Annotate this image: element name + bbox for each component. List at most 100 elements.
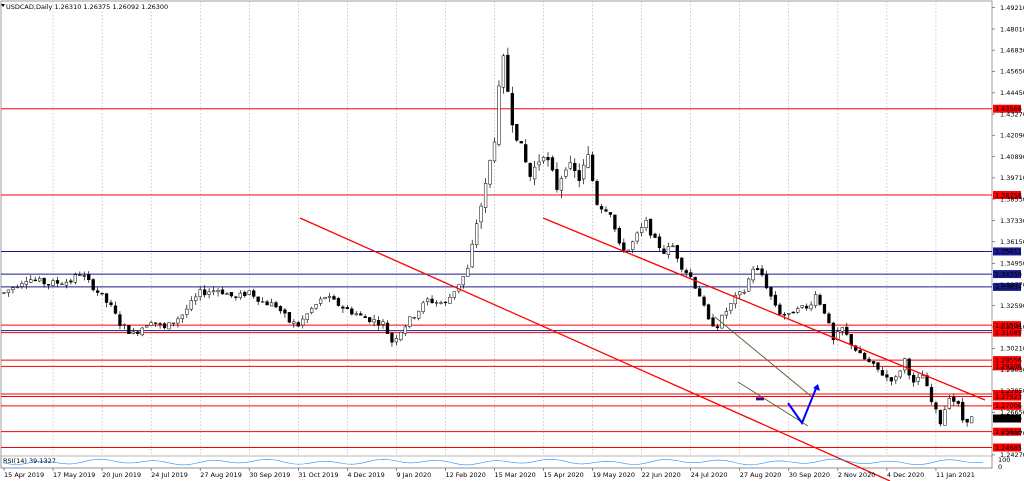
x-tick-label: 17 May 2019: [53, 471, 95, 479]
candle-body: [613, 214, 617, 230]
candle-body: [724, 311, 729, 316]
candle-body: [243, 291, 247, 296]
support-resistance-blue-tag-text: 1.34350: [995, 270, 1022, 278]
candle-body: [265, 301, 269, 306]
candle-body: [367, 317, 372, 323]
candle-body: [608, 212, 613, 215]
candle-body: [733, 295, 737, 305]
candle-body: [109, 302, 113, 305]
y-tick-label: 1.38530: [1000, 195, 1024, 203]
candle-body: [38, 278, 42, 282]
candle-body: [818, 294, 822, 305]
collapse-arrow-icon[interactable]: [1, 4, 5, 7]
candle-body: [327, 296, 332, 298]
support-resistance-red-tag-text: 1.31504: [995, 321, 1022, 329]
support-resistance-blue-tag: [993, 282, 1021, 291]
candle-body: [706, 304, 711, 320]
candle-body: [198, 289, 202, 298]
candle-body: [813, 294, 818, 306]
candle-body: [162, 323, 167, 329]
candle-body: [292, 321, 296, 324]
support-resistance-red-tag: [993, 362, 1021, 371]
candle-body: [889, 377, 894, 382]
x-tick-label: 15 Mar 2020: [495, 471, 536, 479]
candle-body: [461, 276, 465, 286]
candle-body: [943, 409, 947, 426]
candle-body: [385, 322, 390, 334]
candle-body: [519, 141, 523, 144]
candle-body: [136, 331, 140, 334]
candle-body: [497, 85, 501, 145]
candle-body: [29, 279, 33, 283]
candle-body: [604, 209, 608, 212]
candle-body: [296, 322, 300, 327]
support-resistance-red-tag: [993, 356, 1021, 365]
candle-body: [363, 316, 367, 319]
candle-body: [956, 401, 960, 404]
candle-body: [207, 291, 211, 295]
candle-body: [91, 279, 95, 291]
x-tick-label: 15 Apr 2020: [544, 471, 584, 479]
candle-body: [394, 338, 399, 343]
support-resistance-red-tag: [993, 401, 1021, 410]
candle-body: [747, 278, 751, 292]
support-resistance-red-tag-text: 1.27523: [995, 393, 1022, 401]
candle-body: [336, 298, 341, 306]
candle-body: [684, 270, 688, 273]
y-tick-label: 1.42090: [1000, 132, 1024, 140]
candle-body: [934, 402, 938, 410]
candle-body: [532, 166, 537, 180]
candle-body: [381, 321, 385, 325]
candle-body: [862, 352, 867, 360]
candle-body: [216, 289, 220, 293]
candle-body: [140, 327, 144, 336]
candle-body: [809, 304, 813, 310]
candle-body: [479, 205, 483, 223]
y-tick-label: 1.31410: [1000, 323, 1024, 331]
candle-body: [180, 314, 185, 320]
y-tick-label: 1.39710: [1000, 174, 1024, 182]
candle-body: [671, 245, 675, 248]
candle-body: [305, 313, 309, 320]
candle-body: [787, 313, 791, 315]
candle-body: [952, 396, 956, 402]
candle-body: [791, 311, 795, 314]
candle-body: [211, 290, 216, 293]
y-tick-label: 1.34950: [1000, 260, 1024, 268]
x-tick-label: 22 Jun 2020: [642, 471, 681, 479]
candle-body: [425, 298, 430, 303]
candle-body: [145, 325, 149, 328]
candle-body: [203, 289, 207, 296]
x-tick-label: 27 Aug 2020: [740, 471, 782, 479]
candle-body: [755, 268, 760, 271]
support-resistance-red-tag: [993, 321, 1021, 330]
candle-body: [452, 291, 457, 298]
candle-body: [318, 298, 323, 304]
support-resistance-red-tag: [993, 328, 1021, 337]
support-resistance-red-tag-text: 1.29556: [995, 356, 1022, 364]
current-price-tag: [993, 414, 1021, 423]
candle-body: [742, 291, 746, 294]
candle-body: [506, 54, 510, 92]
candle-body: [751, 268, 755, 281]
candle-body: [412, 317, 416, 319]
candle-body: [782, 314, 786, 316]
candle-body: [653, 233, 657, 238]
candle-body: [550, 157, 555, 171]
candle-body: [559, 178, 564, 191]
candle-body: [341, 306, 345, 309]
rsi-line: [2, 458, 984, 466]
candle-body: [631, 241, 635, 250]
candle-body: [644, 220, 648, 229]
candle-body: [827, 313, 831, 324]
candle-body: [764, 274, 769, 289]
candle-body: [60, 283, 64, 286]
candle-body: [680, 257, 684, 270]
forecast-arrowhead: [813, 384, 820, 391]
support-resistance-red-tag-text: 1.25566: [995, 428, 1022, 436]
candle-body: [448, 297, 452, 304]
candle-body: [626, 249, 630, 252]
candle-body: [225, 293, 229, 295]
candle-body: [46, 284, 51, 286]
